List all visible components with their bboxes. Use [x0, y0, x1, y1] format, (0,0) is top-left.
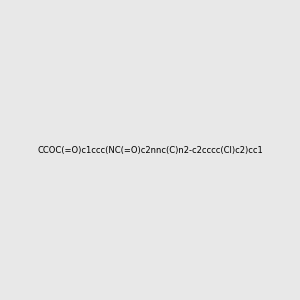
Text: CCOC(=O)c1ccc(NC(=O)c2nnc(C)n2-c2cccc(Cl)c2)cc1: CCOC(=O)c1ccc(NC(=O)c2nnc(C)n2-c2cccc(Cl…: [37, 146, 263, 154]
